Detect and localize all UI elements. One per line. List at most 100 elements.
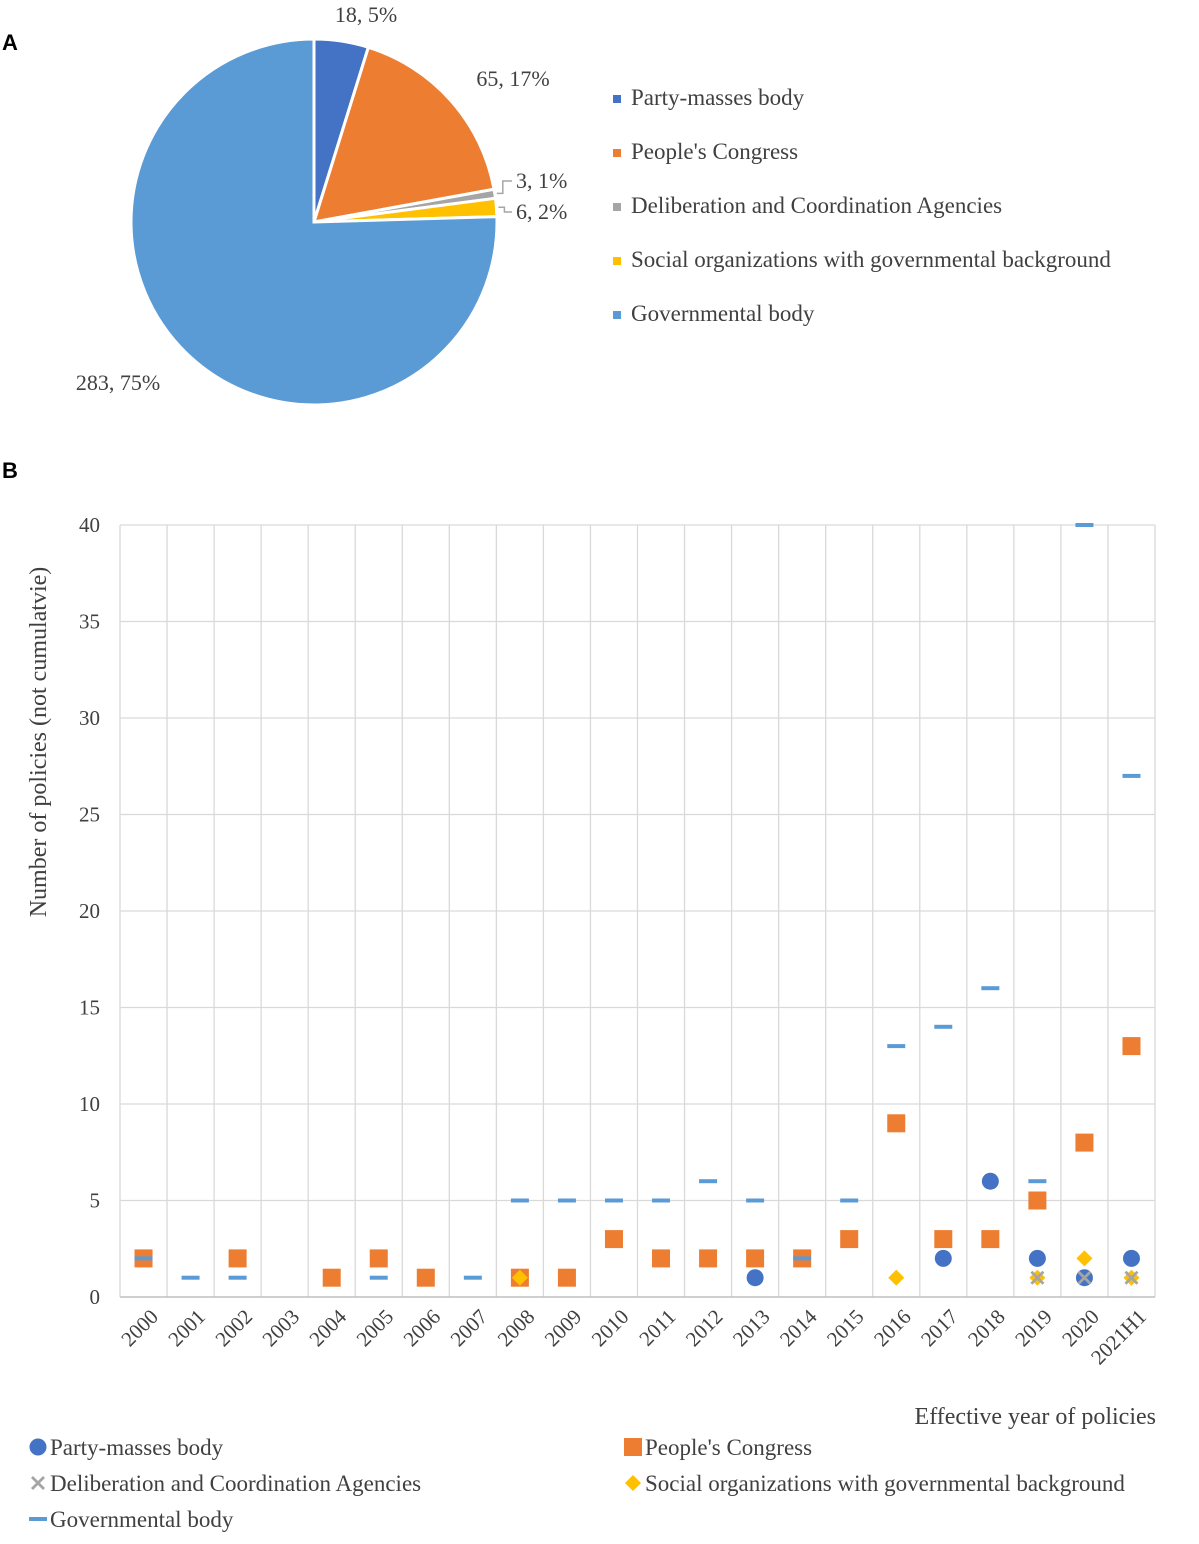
scatter-chart: 0 5 10 15 20 25 30 35 40 2000 2001 2002 2003 2004 2005… xyxy=(26,513,1156,1532)
x-tick-label: 2001 xyxy=(163,1304,210,1351)
pie-slice-people-s-congress xyxy=(311,45,496,224)
point-party-masses-body xyxy=(746,1269,764,1287)
y-tick-label: 5 xyxy=(90,1189,101,1213)
scatter-gridlines xyxy=(119,524,1156,1297)
point-deliberation-and-coordination-agencies xyxy=(1030,1270,1045,1285)
legend-label-social-organizations-with-governmental-background: Social organizations with governmental b… xyxy=(631,247,1111,272)
x-tick-label: 2019 xyxy=(1010,1304,1057,1351)
legend-label-people-s-congress: People's Congress xyxy=(631,139,798,164)
y-tick-label: 0 xyxy=(90,1285,101,1309)
x-tick-label: 2006 xyxy=(399,1304,446,1351)
series-party-masses-body xyxy=(746,1172,1140,1287)
point-governmental-body xyxy=(934,1024,953,1029)
point-people-s-congress xyxy=(981,1230,1000,1249)
pie-label-party-masses-body: 18, 5% xyxy=(335,2,397,27)
y-tick-label: 15 xyxy=(79,996,100,1020)
point-people-s-congress xyxy=(1075,1133,1094,1152)
legend-swatch-social-organizations-with-governmental-background xyxy=(613,257,621,265)
legend-marker-governmental-body xyxy=(29,1517,47,1521)
y-tick-label: 20 xyxy=(79,899,100,923)
point-governmental-body xyxy=(887,1044,906,1049)
point-governmental-body xyxy=(1028,1179,1047,1184)
pie-slice-governmental-body xyxy=(129,37,499,407)
point-governmental-body xyxy=(840,1198,859,1203)
pie-labels: 18, 5% 65, 17% 3, 1% 6, 2% 283, 75% xyxy=(76,2,567,395)
legend-marker-party-masses-body xyxy=(29,1438,47,1456)
point-people-s-congress xyxy=(652,1249,671,1268)
point-governmental-body xyxy=(746,1198,765,1203)
x-tick-label: 2018 xyxy=(963,1304,1010,1351)
point-governmental-body xyxy=(981,986,1000,991)
scatter-points xyxy=(134,523,1141,1287)
point-party-masses-body xyxy=(1028,1249,1046,1267)
x-tick-label: 2008 xyxy=(493,1304,540,1351)
pie-legend: Party-masses body People's Congress Delibe… xyxy=(613,85,1111,326)
point-people-s-congress xyxy=(369,1249,388,1268)
point-governmental-body xyxy=(463,1275,482,1280)
scatter-legend: Party-masses body People's Congress Delibe… xyxy=(29,1435,1125,1532)
x-tick-label: 2017 xyxy=(916,1304,963,1351)
x-tick-label: 2016 xyxy=(869,1304,916,1351)
point-deliberation-and-coordination-agencies xyxy=(1077,1270,1092,1285)
pie-label-deliberation-and-coordination-agencies: 3, 1% xyxy=(516,168,567,193)
pie-leader-line xyxy=(498,206,512,213)
point-governmental-body xyxy=(369,1275,388,1280)
y-tick-label: 25 xyxy=(79,803,100,827)
legend-swatch-party-masses-body xyxy=(613,95,621,103)
point-people-s-congress xyxy=(322,1268,341,1287)
point-governmental-body xyxy=(510,1198,529,1203)
legend-label-party-masses-body: Party-masses body xyxy=(50,1435,224,1460)
x-tick-label: 2012 xyxy=(681,1304,728,1351)
point-people-s-congress xyxy=(1028,1191,1047,1210)
x-tick-label: 2003 xyxy=(257,1304,304,1351)
point-governmental-body xyxy=(134,1256,153,1261)
pie-label-governmental-body: 283, 75% xyxy=(76,370,160,395)
x-tick-label: 2013 xyxy=(728,1304,775,1351)
point-governmental-body xyxy=(793,1256,812,1261)
x-tick-label: 2007 xyxy=(446,1304,493,1351)
point-people-s-congress xyxy=(840,1230,859,1249)
legend-marker-people-s-congress xyxy=(624,1438,642,1456)
series-deliberation-and-coordination-agencies xyxy=(1030,1270,1139,1285)
pie-label-social-organizations-with-governmental-background: 6, 2% xyxy=(516,199,567,224)
x-tick-label: 2011 xyxy=(634,1304,680,1350)
x-tick-label: 2010 xyxy=(587,1304,634,1351)
point-party-masses-body xyxy=(981,1172,999,1190)
point-people-s-congress xyxy=(699,1249,718,1268)
pie-leader-line xyxy=(496,180,512,195)
series-governmental-body xyxy=(134,523,1141,1280)
legend-label-social-organizations-with-governmental-background: Social organizations with governmental b… xyxy=(645,1471,1125,1496)
point-party-masses-body xyxy=(934,1249,952,1267)
legend-marker-social-organizations-with-governmental-background xyxy=(625,1475,641,1491)
point-people-s-congress xyxy=(228,1249,247,1268)
x-tick-label: 2002 xyxy=(210,1304,257,1351)
point-governmental-body xyxy=(228,1275,247,1280)
y-axis-title: Number of policies (not cumulatvie) xyxy=(26,567,52,918)
point-people-s-congress xyxy=(416,1268,435,1287)
x-tick-label: 2009 xyxy=(540,1304,587,1351)
legend-swatch-people-s-congress xyxy=(613,149,621,157)
y-tick-label: 40 xyxy=(79,513,100,537)
point-party-masses-body xyxy=(1122,1249,1140,1267)
y-tick-label: 35 xyxy=(79,610,100,634)
legend-swatch-governmental-body xyxy=(613,311,621,319)
x-tick-label: 2014 xyxy=(775,1304,822,1351)
point-governmental-body xyxy=(652,1198,671,1203)
point-governmental-body xyxy=(1122,773,1141,778)
legend-label-people-s-congress: People's Congress xyxy=(645,1435,812,1460)
point-deliberation-and-coordination-agencies xyxy=(1124,1270,1139,1285)
pie-chart: 18, 5% 65, 17% 3, 1% 6, 2% 283, 75% Party-ma… xyxy=(76,2,1111,407)
x-tick-label: 2005 xyxy=(352,1304,399,1351)
point-social-organizations-with-governmental-background xyxy=(888,1269,905,1286)
point-social-organizations-with-governmental-background xyxy=(511,1269,528,1286)
point-governmental-body xyxy=(557,1198,576,1203)
legend-label-governmental-body: Governmental body xyxy=(631,301,815,326)
legend-label-governmental-body: Governmental body xyxy=(50,1507,234,1532)
legend-label-deliberation-and-coordination-agencies: Deliberation and Coordination Agencies xyxy=(631,193,1002,218)
x-tick-label: 2015 xyxy=(822,1304,869,1351)
legend-swatch-deliberation-and-coordination-agencies xyxy=(613,203,621,211)
legend-label-deliberation-and-coordination-agencies: Deliberation and Coordination Agencies xyxy=(50,1471,421,1496)
point-people-s-congress xyxy=(887,1114,906,1133)
point-people-s-congress xyxy=(934,1230,953,1249)
